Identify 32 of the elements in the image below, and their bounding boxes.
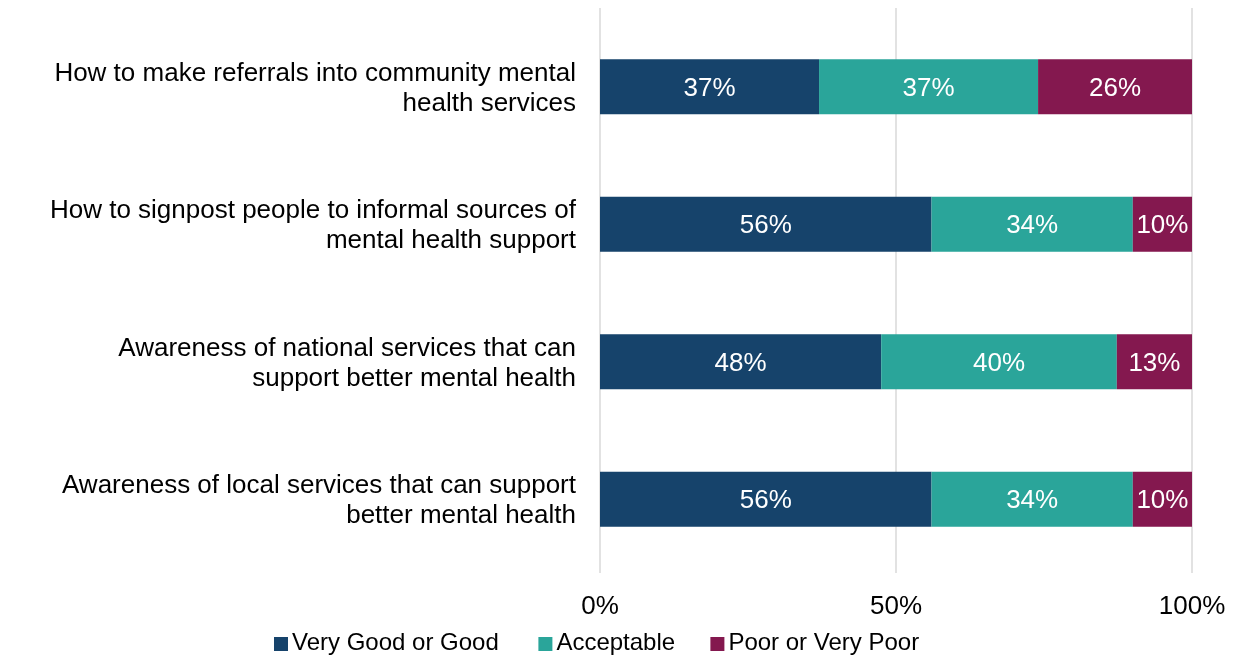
data-label: 56% xyxy=(739,484,792,515)
bar xyxy=(600,471,932,527)
data-label: 37% xyxy=(902,71,955,102)
bar xyxy=(600,59,820,115)
legend-label: Acceptable xyxy=(556,628,676,655)
y-tick-label: Awareness of local services that can support better mental health xyxy=(61,469,577,530)
y-tick-label: How to signpost people to informal sources of mental health support xyxy=(49,194,577,255)
data-label: 10% xyxy=(1136,209,1189,240)
bar xyxy=(600,196,932,252)
y-tick-label: How to make referrals into community mental health services xyxy=(54,56,576,117)
legend-label: Very Good or Good xyxy=(292,628,499,655)
bar xyxy=(1038,59,1192,115)
data-label: 37% xyxy=(683,71,736,102)
bar xyxy=(881,334,1117,390)
data-label: 56% xyxy=(739,209,792,240)
x-tick-label: 0% xyxy=(581,590,619,620)
bar xyxy=(1116,334,1192,390)
data-label: 10% xyxy=(1136,484,1189,515)
data-label: 34% xyxy=(1006,484,1059,515)
bar xyxy=(600,334,882,390)
y-tick-label: Awareness of national services that can support better mental health xyxy=(118,331,576,392)
x-tick-label: 50% xyxy=(869,590,923,620)
legend-label: Poor or Very Poor xyxy=(728,628,920,655)
bar xyxy=(931,471,1133,527)
data-label: 34% xyxy=(1006,209,1059,240)
data-label: 40% xyxy=(972,346,1026,377)
data-label: 48% xyxy=(714,346,767,377)
x-tick-label: 100% xyxy=(1158,590,1226,620)
bar xyxy=(931,196,1133,252)
bar xyxy=(819,59,1039,115)
data-label: 13% xyxy=(1128,346,1181,377)
data-label: 26% xyxy=(1089,71,1142,102)
